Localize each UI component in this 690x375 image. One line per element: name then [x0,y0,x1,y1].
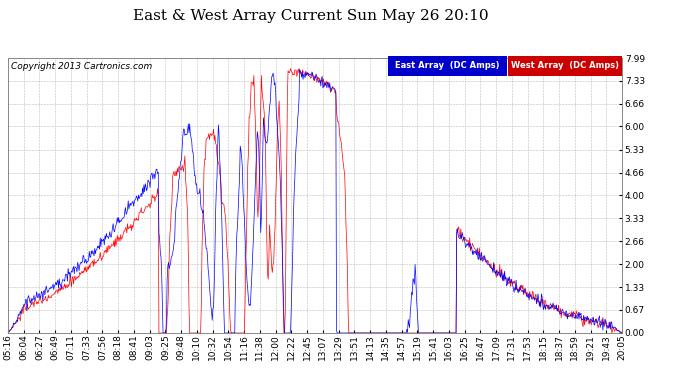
Text: Copyright 2013 Cartronics.com: Copyright 2013 Cartronics.com [12,62,152,71]
Text: West Array  (DC Amps): West Array (DC Amps) [511,62,619,70]
Text: East Array  (DC Amps): East Array (DC Amps) [395,62,500,70]
Text: East & West Array Current Sun May 26 20:10: East & West Array Current Sun May 26 20:… [132,9,489,23]
